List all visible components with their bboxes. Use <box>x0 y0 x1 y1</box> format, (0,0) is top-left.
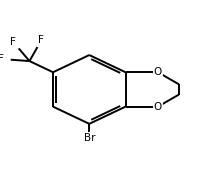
Text: F: F <box>10 37 16 47</box>
Text: O: O <box>154 67 162 77</box>
Text: F: F <box>0 54 4 64</box>
Text: F: F <box>39 35 44 45</box>
Text: O: O <box>154 102 162 112</box>
Text: Br: Br <box>83 133 95 143</box>
